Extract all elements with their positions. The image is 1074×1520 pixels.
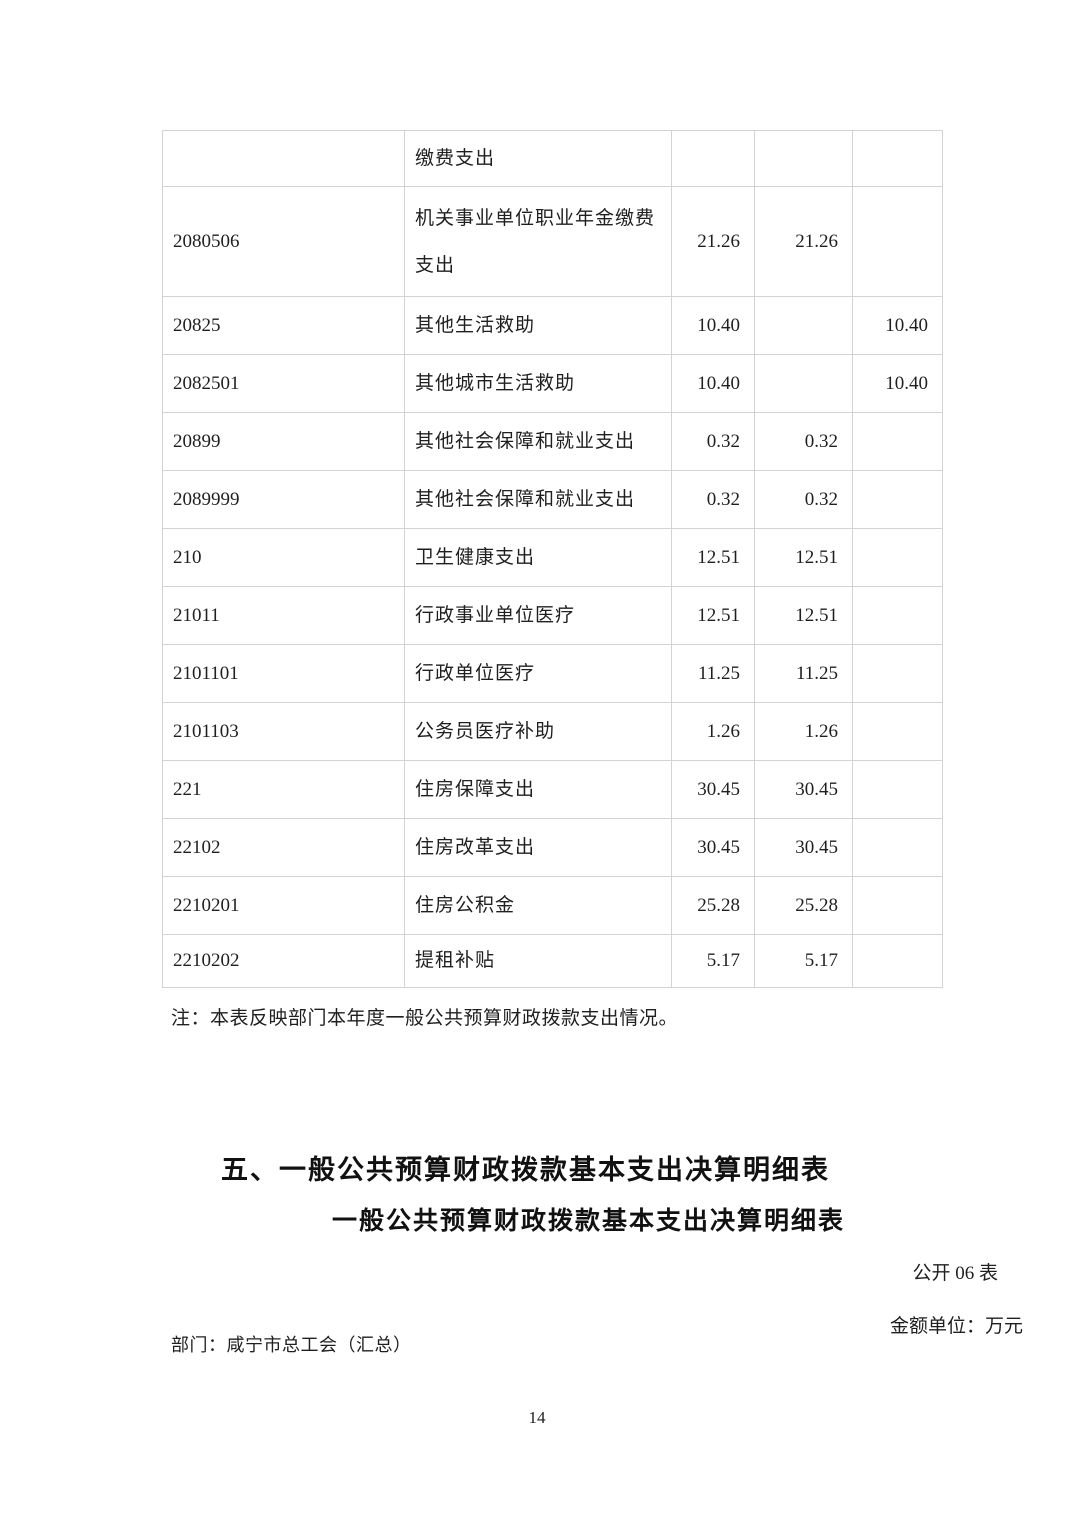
cell-amount-total: 10.40: [672, 355, 755, 413]
table-row: 20825 其他生活救助 10.40 10.40: [163, 297, 942, 355]
amount-unit-label: 金额单位：万元: [889, 1316, 1023, 1337]
table-row: 2080506 机关事业单位职业年金缴费支出 21.26 21.26: [163, 187, 942, 297]
cell-amount-project: [853, 703, 942, 761]
cell-amount-project: [853, 587, 942, 645]
cell-subject-name: 住房改革支出: [405, 819, 672, 877]
cell-amount-project: [853, 645, 942, 703]
cell-amount-project: [853, 529, 942, 587]
cell-subject-code: 210: [163, 529, 405, 587]
cell-subject-name: 其他社会保障和就业支出: [405, 413, 672, 471]
cell-amount-total: 11.25: [672, 645, 755, 703]
cell-subject-code: 2082501: [163, 355, 405, 413]
cell-subject-name: 公务员医疗补助: [405, 703, 672, 761]
table-note: 注：本表反映部门本年度一般公共预算财政拨款支出情况。: [171, 1008, 679, 1029]
table-row: 221 住房保障支出 30.45 30.45: [163, 761, 942, 819]
cell-amount-basic: 5.17: [755, 935, 853, 987]
cell-amount-basic: 12.51: [755, 587, 853, 645]
cell-amount-basic: 30.45: [755, 819, 853, 877]
cell-subject-name: 卫生健康支出: [405, 529, 672, 587]
table-row: 2101103 公务员医疗补助 1.26 1.26: [163, 703, 942, 761]
table-row: 210 卫生健康支出 12.51 12.51: [163, 529, 942, 587]
cell-amount-total: 0.32: [672, 471, 755, 529]
section-title: 五、一般公共预算财政拨款基本支出决算明细表: [221, 1155, 830, 1185]
cell-subject-code: 22102: [163, 819, 405, 877]
cell-subject-name: 其他生活救助: [405, 297, 672, 355]
cell-amount-basic: 0.32: [755, 471, 853, 529]
cell-amount-total: 0.32: [672, 413, 755, 471]
cell-amount-basic: 30.45: [755, 761, 853, 819]
cell-amount-project: [853, 187, 942, 297]
table-row: 2101101 行政单位医疗 11.25 11.25: [163, 645, 942, 703]
cell-subject-name: 其他城市生活救助: [405, 355, 672, 413]
cell-amount-basic: [755, 297, 853, 355]
cell-amount-basic: 12.51: [755, 529, 853, 587]
cell-subject-name: 其他社会保障和就业支出: [405, 471, 672, 529]
table-row: 2210202 提租补贴 5.17 5.17: [163, 935, 942, 987]
cell-amount-total: 21.26: [672, 187, 755, 297]
cell-subject-code: 2101101: [163, 645, 405, 703]
cell-amount-basic: 11.25: [755, 645, 853, 703]
cell-subject-code: 21011: [163, 587, 405, 645]
sheet-code-label: 公开 06 表: [912, 1263, 998, 1284]
cell-subject-name: 机关事业单位职业年金缴费支出: [405, 187, 672, 297]
table-row: 2082501 其他城市生活救助 10.40 10.40: [163, 355, 942, 413]
table-row: 22102 住房改革支出 30.45 30.45: [163, 819, 942, 877]
table-row: 20899 其他社会保障和就业支出 0.32 0.32: [163, 413, 942, 471]
cell-amount-total: 12.51: [672, 529, 755, 587]
cell-amount-total: 30.45: [672, 761, 755, 819]
table-row: 缴费支出: [163, 131, 942, 187]
cell-amount-total: 5.17: [672, 935, 755, 987]
cell-subject-code: 20825: [163, 297, 405, 355]
cell-subject-code: 2080506: [163, 187, 405, 297]
cell-subject-code: 221: [163, 761, 405, 819]
cell-amount-project: [853, 471, 942, 529]
cell-amount-project: 10.40: [853, 297, 942, 355]
budget-expenditure-table: 缴费支出 2080506 机关事业单位职业年金缴费支出 21.26 21.26 …: [162, 130, 943, 988]
cell-subject-name: 行政事业单位医疗: [405, 587, 672, 645]
cell-amount-project: [853, 131, 942, 187]
cell-amount-total: 12.51: [672, 587, 755, 645]
cell-subject-code: [163, 131, 405, 187]
cell-subject-code: 20899: [163, 413, 405, 471]
cell-amount-total: 1.26: [672, 703, 755, 761]
next-table-title: 一般公共预算财政拨款基本支出决算明细表: [332, 1207, 846, 1235]
table-row: 21011 行政事业单位医疗 12.51 12.51: [163, 587, 942, 645]
cell-amount-basic: 1.26: [755, 703, 853, 761]
table-row: 2210201 住房公积金 25.28 25.28: [163, 877, 942, 935]
cell-amount-total: 10.40: [672, 297, 755, 355]
cell-subject-name: 住房保障支出: [405, 761, 672, 819]
table-row: 2089999 其他社会保障和就业支出 0.32 0.32: [163, 471, 942, 529]
cell-subject-name: 住房公积金: [405, 877, 672, 935]
cell-subject-code: 2101103: [163, 703, 405, 761]
cell-amount-project: [853, 413, 942, 471]
cell-amount-basic: 25.28: [755, 877, 853, 935]
cell-subject-name: 提租补贴: [405, 935, 672, 987]
department-label: 部门：咸宁市总工会（汇总）: [171, 1335, 412, 1355]
cell-subject-code: 2089999: [163, 471, 405, 529]
cell-subject-code: 2210201: [163, 877, 405, 935]
cell-amount-basic: [755, 355, 853, 413]
cell-amount-basic: [755, 131, 853, 187]
page-number: 14: [528, 1408, 546, 1427]
cell-amount-basic: 0.32: [755, 413, 853, 471]
cell-amount-project: [853, 819, 942, 877]
cell-amount-total: 30.45: [672, 819, 755, 877]
cell-amount-project: 10.40: [853, 355, 942, 413]
cell-amount-project: [853, 877, 942, 935]
cell-subject-code: 2210202: [163, 935, 405, 987]
cell-amount-total: 25.28: [672, 877, 755, 935]
cell-amount-project: [853, 935, 942, 987]
cell-amount-project: [853, 761, 942, 819]
cell-amount-total: [672, 131, 755, 187]
cell-amount-basic: 21.26: [755, 187, 853, 297]
cell-subject-name: 缴费支出: [405, 131, 672, 187]
cell-subject-name: 行政单位医疗: [405, 645, 672, 703]
